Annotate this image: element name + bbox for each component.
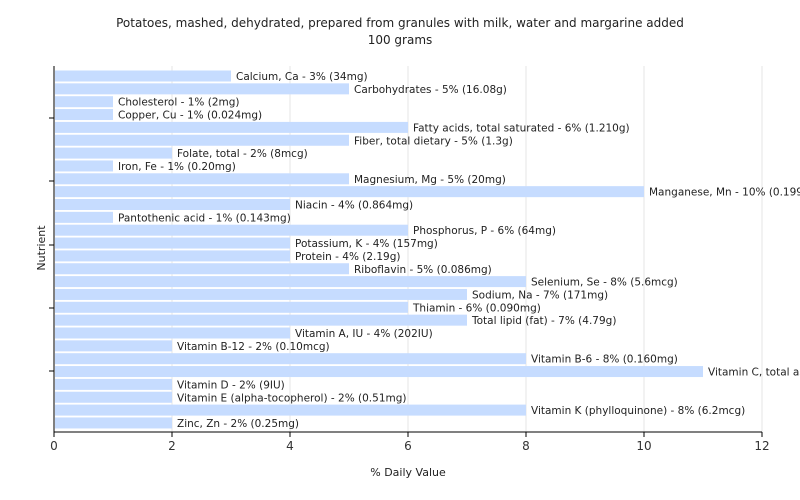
y-axis-title: Nutrient xyxy=(35,225,48,271)
bar-label: Vitamin E (alpha-tocopherol) - 2% (0.51m… xyxy=(177,392,407,404)
bar xyxy=(55,70,231,82)
bar xyxy=(55,404,526,416)
bar-label: Selenium, Se - 8% (5.6mcg) xyxy=(531,277,678,289)
bar-label: Phosphorus, P - 6% (64mg) xyxy=(413,225,556,237)
bar-label: Iron, Fe - 1% (0.20mg) xyxy=(118,161,236,173)
bar-label: Carbohydrates - 5% (16.08g) xyxy=(354,84,507,96)
bar xyxy=(55,417,172,429)
bar-label: Vitamin B-6 - 8% (0.160mg) xyxy=(531,354,678,366)
bar xyxy=(55,237,290,249)
bar xyxy=(55,327,290,339)
bar xyxy=(55,250,290,262)
bar-label: Copper, Cu - 1% (0.024mg) xyxy=(118,110,262,122)
bar xyxy=(55,83,349,95)
bar-label: Total lipid (fat) - 7% (4.79g) xyxy=(471,315,616,327)
x-tick-label: 4 xyxy=(286,439,294,453)
bar xyxy=(55,147,172,159)
x-tick-label: 12 xyxy=(754,439,769,453)
bar-label: Vitamin B-12 - 2% (0.10mcg) xyxy=(177,341,330,353)
bar xyxy=(55,378,172,390)
bar xyxy=(55,301,408,313)
bar-label: Sodium, Na - 7% (171mg) xyxy=(472,289,608,301)
bar-label: Cholesterol - 1% (2mg) xyxy=(118,97,240,109)
bar xyxy=(55,173,349,185)
x-tick-label: 10 xyxy=(636,439,651,453)
chart-subtitle: 100 grams xyxy=(367,33,433,47)
bar-label: Manganese, Mn - 10% (0.199mg) xyxy=(649,187,800,199)
x-tick-label: 2 xyxy=(168,439,176,453)
axes: 0 2 4 6 8 10 12 xyxy=(49,66,770,453)
x-tick-label: 6 xyxy=(404,439,412,453)
bar-label: Zinc, Zn - 2% (0.25mg) xyxy=(177,418,299,430)
bars xyxy=(55,70,703,429)
x-tick-label: 0 xyxy=(50,439,58,453)
bar-label: Pantothenic acid - 1% (0.143mg) xyxy=(118,212,291,224)
bar xyxy=(55,288,467,300)
bar xyxy=(55,96,113,108)
bar xyxy=(55,340,172,352)
bar-label: Fiber, total dietary - 5% (1.3g) xyxy=(354,135,513,147)
bar-label: Calcium, Ca - 3% (34mg) xyxy=(236,71,368,83)
bar xyxy=(55,134,349,146)
bar-label: Folate, total - 2% (8mcg) xyxy=(177,148,308,160)
bar-label: Potassium, K - 4% (157mg) xyxy=(295,238,438,250)
bar xyxy=(55,263,349,275)
bar xyxy=(55,391,172,403)
bar xyxy=(55,199,290,210)
bar xyxy=(55,186,644,198)
bar-label: Vitamin D - 2% (9IU) xyxy=(177,379,285,391)
bar xyxy=(55,109,113,121)
bar xyxy=(55,121,408,133)
bar xyxy=(55,224,408,236)
bar-labels: Calcium, Ca - 3% (34mg)Carbohydrates - 5… xyxy=(118,71,800,430)
bar xyxy=(55,211,113,223)
bar xyxy=(55,366,703,378)
x-tick-label: 8 xyxy=(522,439,530,453)
bar-label: Vitamin K (phylloquinone) - 8% (6.2mcg) xyxy=(531,405,745,417)
bar-label: Niacin - 4% (0.864mg) xyxy=(295,200,413,212)
bar-label: Fatty acids, total saturated - 6% (1.210… xyxy=(413,122,630,134)
chart-title: Potatoes, mashed, dehydrated, prepared f… xyxy=(116,16,684,30)
bar-label: Vitamin C, total ascorbic acid - 11% (6.… xyxy=(708,367,800,379)
bar-label: Riboflavin - 5% (0.086mg) xyxy=(354,264,492,276)
bar xyxy=(55,353,526,365)
bar xyxy=(55,314,467,326)
bar xyxy=(55,160,113,172)
bar-label: Vitamin A, IU - 4% (202IU) xyxy=(295,328,433,340)
bar-label: Magnesium, Mg - 5% (20mg) xyxy=(354,174,506,186)
bar-label: Protein - 4% (2.19g) xyxy=(295,251,401,263)
bar-label: Thiamin - 6% (0.090mg) xyxy=(412,302,541,314)
x-axis-title: % Daily Value xyxy=(370,466,446,479)
bar xyxy=(55,276,526,288)
